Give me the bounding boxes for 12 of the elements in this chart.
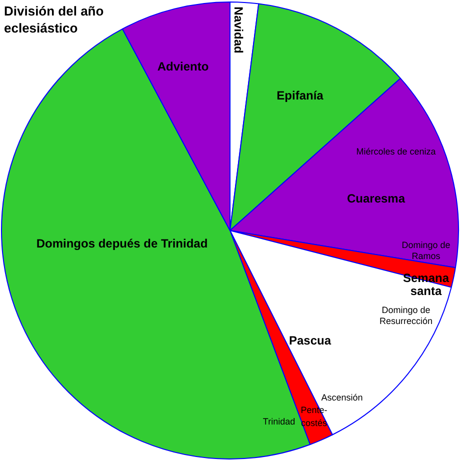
slice-label: Adviento	[157, 59, 209, 74]
slice-label: Cuaresma	[346, 191, 406, 206]
text: División del año eclesiástico	[4, 4, 104, 36]
text: Domingo de Resurrección	[379, 304, 433, 326]
text: Ascensión	[321, 392, 363, 402]
text: Domingo de Ramos	[402, 240, 450, 261]
slice-label: Pascua	[288, 333, 332, 348]
slice-label: Epifanía	[276, 88, 324, 102]
slice-label: Navidad	[232, 6, 246, 54]
text: Trinidad	[262, 416, 296, 426]
slice-label: Domingos depués de Trinidad	[36, 236, 208, 250]
text: Miércoles de ceniza	[356, 146, 436, 156]
